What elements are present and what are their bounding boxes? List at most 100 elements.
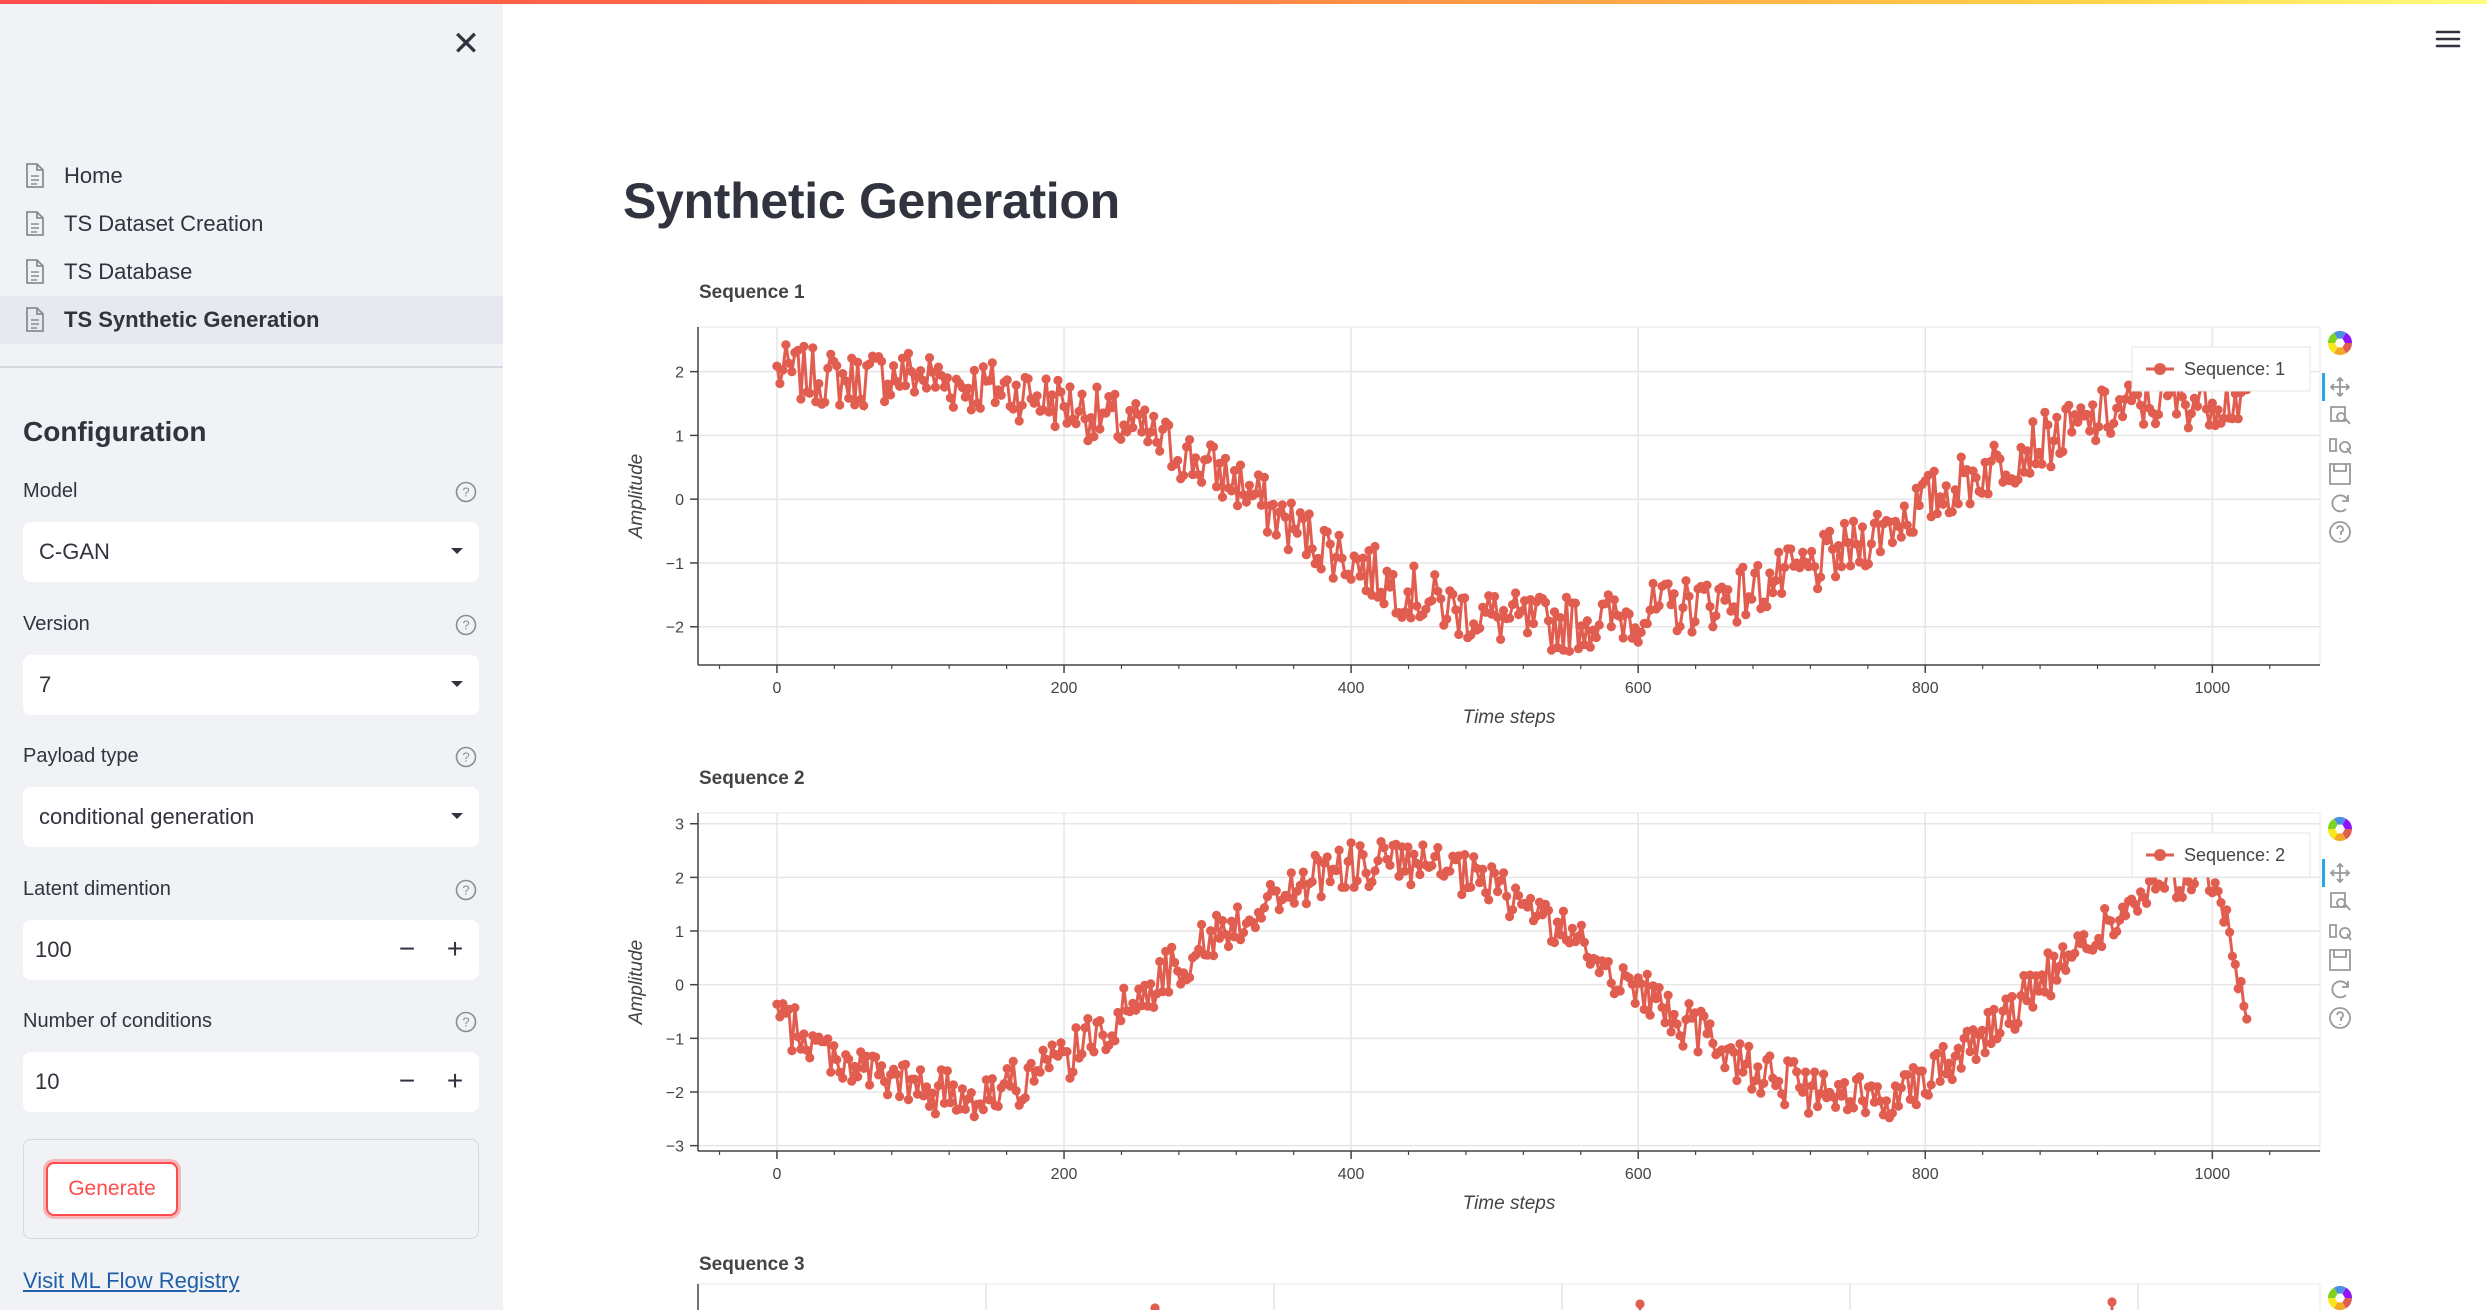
- data-point: [1759, 1078, 1769, 1088]
- help-icon[interactable]: ?: [455, 614, 477, 636]
- data-point: [871, 1052, 881, 1062]
- wheel-zoom-icon[interactable]: [2329, 438, 2352, 455]
- payload-type-select[interactable]: conditional generation: [23, 787, 479, 847]
- data-point: [1720, 595, 1730, 605]
- reset-icon[interactable]: [2331, 494, 2349, 513]
- latent-dimension-value[interactable]: 100: [35, 937, 72, 962]
- data-point: [1989, 440, 1999, 450]
- data-point: [1950, 485, 1960, 495]
- nav-item-label: TS Dataset Creation: [64, 211, 264, 236]
- data-point: [1250, 489, 1260, 499]
- close-sidebar-button[interactable]: ✕: [451, 25, 481, 63]
- data-point: [2088, 400, 2098, 410]
- data-point: [877, 1061, 887, 1071]
- data-point: [1723, 585, 1733, 595]
- data-point: [2127, 396, 2137, 406]
- x-axis-label: Time steps: [1463, 707, 1556, 728]
- nav-item-ts-database[interactable]: TS Database: [0, 248, 503, 296]
- data-point: [1732, 617, 1742, 627]
- data-point: [1866, 539, 1876, 549]
- increment-button[interactable]: +: [446, 1065, 464, 1096]
- data-point: [1756, 1088, 1766, 1098]
- decrement-button[interactable]: −: [398, 933, 416, 964]
- data-point: [1851, 539, 1862, 549]
- help-icon[interactable]: ?: [455, 746, 477, 768]
- data-point: [930, 1109, 940, 1119]
- data-point: [966, 1088, 976, 1098]
- data-point: [1110, 1036, 1120, 1046]
- svg-text:?: ?: [462, 750, 469, 765]
- data-point: [2121, 910, 2131, 921]
- data-point: [1008, 1056, 1018, 1066]
- number-of-conditions-value[interactable]: 10: [35, 1069, 60, 1094]
- data-point: [1540, 597, 1551, 608]
- sequence-1-chart[interactable]: 0 200 400 600 800 1000 2 1 0 −1 −2 Time steps Amplit…: [620, 300, 2360, 760]
- number-of-conditions-input[interactable]: 10 − +: [23, 1052, 479, 1112]
- data-point: [1995, 454, 2005, 464]
- data-point: [1774, 1076, 1784, 1086]
- data-point: [1400, 607, 1410, 617]
- pan-tool-icon[interactable]: [2329, 862, 2351, 884]
- generate-button[interactable]: Generate: [46, 1162, 178, 1216]
- increment-button[interactable]: +: [446, 933, 464, 964]
- data-point: [2067, 427, 2077, 437]
- nav-item-ts-dataset-creation[interactable]: TS Dataset Creation: [0, 200, 503, 248]
- help-icon[interactable]: ?: [455, 1011, 477, 1033]
- box-zoom-icon[interactable]: [2330, 892, 2351, 911]
- sequence-3-chart[interactable]: [620, 1272, 2360, 1310]
- data-point: [1346, 838, 1356, 848]
- data-point: [1334, 845, 1344, 855]
- wheel-zoom-icon[interactable]: [2329, 924, 2352, 941]
- data-point: [1771, 575, 1781, 586]
- data-point: [1325, 877, 1335, 887]
- help-icon[interactable]: [2329, 1007, 2351, 1029]
- data-point: [2013, 475, 2023, 485]
- bokeh-logo-icon: [2328, 817, 2352, 841]
- data-point: [1708, 1038, 1718, 1048]
- data-point: [1615, 986, 1625, 996]
- data-point: [1304, 509, 1314, 519]
- data-point: [1813, 584, 1823, 594]
- box-zoom-icon[interactable]: [2330, 406, 2351, 425]
- bokeh-logo-icon: [2328, 1286, 2352, 1310]
- data-point: [927, 367, 937, 377]
- help-icon[interactable]: ?: [455, 481, 477, 503]
- data-point: [990, 397, 1000, 408]
- data-point: [826, 349, 836, 359]
- data-point: [2230, 959, 2240, 969]
- ml-flow-registry-link[interactable]: Visit ML Flow Registry: [23, 1268, 240, 1293]
- data-point: [1355, 571, 1365, 581]
- data-point: [2236, 976, 2246, 987]
- save-icon[interactable]: [2329, 949, 2351, 971]
- version-select[interactable]: 7: [23, 655, 479, 715]
- data-point: [1292, 528, 1302, 538]
- data-point: [1857, 522, 1868, 532]
- svg-text:?: ?: [462, 618, 469, 633]
- save-icon[interactable]: [2329, 463, 2351, 485]
- pan-tool-icon[interactable]: [2329, 376, 2351, 398]
- data-point: [1860, 1108, 1871, 1118]
- sequence-2-chart[interactable]: 0 200 400 600 800 1000 3 2 1 0 −1 −2 −3 Time steps Amp…: [620, 786, 2360, 1246]
- data-point: [2159, 883, 2170, 893]
- y-tick-label: −2: [666, 620, 684, 637]
- data-point: [2007, 991, 2017, 1002]
- data-point: [1442, 614, 1452, 624]
- chart-title: Sequence 2: [699, 768, 805, 789]
- help-icon[interactable]: [2329, 521, 2351, 543]
- latent-dimension-input[interactable]: 100 − +: [23, 920, 479, 980]
- data-point: [2016, 991, 2026, 1001]
- help-icon[interactable]: ?: [455, 879, 477, 901]
- legend-swatch-marker: [2154, 849, 2166, 861]
- data-point: [1083, 1014, 1093, 1024]
- data-point: [1642, 619, 1652, 629]
- data-point: [1412, 601, 1422, 611]
- hamburger-menu-icon[interactable]: [2434, 26, 2462, 52]
- data-point: [859, 401, 869, 411]
- sidebar: ✕ Home TS Dataset Creation TS: [0, 4, 503, 1310]
- reset-icon[interactable]: [2331, 980, 2349, 999]
- data-point: [1421, 604, 1431, 614]
- nav-item-ts-synthetic-generation[interactable]: TS Synthetic Generation: [0, 296, 503, 344]
- model-select[interactable]: C-GAN: [23, 522, 479, 582]
- decrement-button[interactable]: −: [398, 1065, 416, 1096]
- nav-item-home[interactable]: Home: [0, 152, 503, 200]
